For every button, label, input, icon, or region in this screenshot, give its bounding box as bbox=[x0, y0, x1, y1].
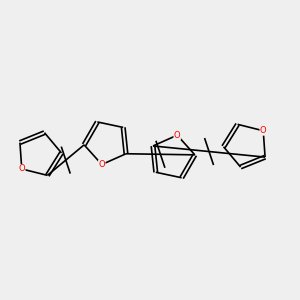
Text: O: O bbox=[260, 126, 266, 135]
Text: O: O bbox=[98, 160, 105, 169]
Text: O: O bbox=[174, 131, 181, 140]
Text: O: O bbox=[19, 164, 25, 173]
